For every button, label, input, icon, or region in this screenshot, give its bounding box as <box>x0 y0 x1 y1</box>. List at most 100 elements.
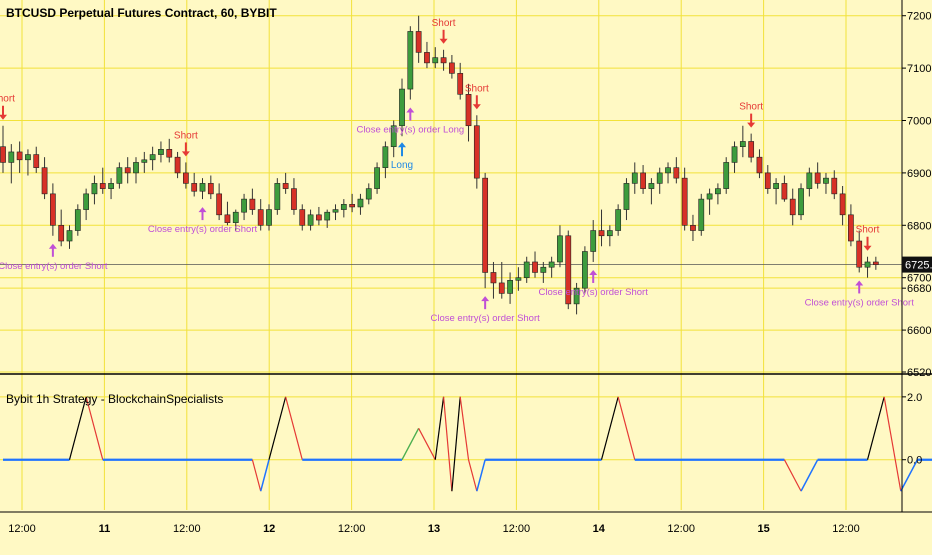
candle-body <box>241 198 247 213</box>
x-tick-label: 12:00 <box>503 523 531 535</box>
candle-body <box>207 183 214 195</box>
candle-body <box>507 280 513 294</box>
oscillator-segment <box>866 396 885 460</box>
candle-body <box>390 125 397 148</box>
candle-body <box>274 183 281 210</box>
candle-body <box>565 235 572 305</box>
oscillator-segment <box>68 396 87 460</box>
candle-body <box>748 141 755 158</box>
candle-body <box>183 172 189 184</box>
close-label: Close entry(s) order Short <box>430 313 540 324</box>
x-tick-label: 13 <box>428 523 440 535</box>
candle-body <box>615 209 622 231</box>
oscillator-segment <box>451 396 461 492</box>
close-label: Close entry(s) order Short <box>0 261 108 272</box>
oscillator-segment <box>783 459 802 492</box>
y-tick-label: 7100.0 <box>907 63 932 75</box>
short-label: Short <box>856 225 880 236</box>
x-tick-label: 12:00 <box>832 523 860 535</box>
candle-body <box>789 198 796 216</box>
candle-body <box>49 193 56 226</box>
x-tick-label: 15 <box>757 523 769 535</box>
candle-body <box>449 62 455 74</box>
candle-body <box>465 94 472 127</box>
candle-body <box>640 172 646 189</box>
close-label: Close entry(s) order Long <box>356 125 464 136</box>
short-arrow-head <box>863 245 872 251</box>
candle-body <box>407 31 414 90</box>
candle-body <box>357 198 364 208</box>
candle-body <box>823 177 829 184</box>
candle-body <box>739 141 746 148</box>
x-tick-label: 12:00 <box>338 523 366 535</box>
candle-body <box>41 167 48 195</box>
oscillator-segment <box>285 396 303 460</box>
candle-body <box>656 172 663 184</box>
annotation-layer: Short Close entry(s) order Short Short Clos… <box>0 18 914 324</box>
oscillator-segment <box>251 459 262 492</box>
candle-body <box>540 266 547 273</box>
candle-body <box>324 211 331 221</box>
candle-body <box>673 167 680 179</box>
y-tick-label: 6900.0 <box>907 168 932 180</box>
close-label: Close entry(s) order Short <box>148 224 258 235</box>
candle-body <box>116 167 123 184</box>
candle-body <box>473 125 480 179</box>
candle-body <box>706 193 713 200</box>
candle-body <box>108 183 114 189</box>
candle-body <box>814 172 821 184</box>
candle-body <box>382 146 389 168</box>
x-tick-label: 12:00 <box>8 523 36 535</box>
candle-body <box>83 193 90 210</box>
candle-body <box>498 282 505 294</box>
close-arrow-head <box>406 107 415 113</box>
long-label: Long <box>391 160 413 171</box>
y-tick-label: 7000.0 <box>907 116 932 128</box>
short-label: Short <box>0 94 15 105</box>
short-label: Short <box>432 18 456 29</box>
candle-body <box>307 214 314 226</box>
close-label: Close entry(s) order Short <box>539 287 649 298</box>
last-price-label: 6725.0 <box>905 260 932 272</box>
candle-body <box>848 214 854 242</box>
candle-body <box>25 154 31 161</box>
candle-body <box>124 167 131 174</box>
x-tick-label: 12 <box>263 523 275 535</box>
oscillator-segment <box>617 396 636 460</box>
oscillator-segment <box>476 459 486 492</box>
candle-body <box>756 156 763 174</box>
oscillator-segment <box>459 396 470 460</box>
osc-y-tick-label: 2.0 <box>907 392 922 404</box>
candle-body <box>856 240 863 268</box>
candle-body <box>33 154 40 168</box>
close-arrow-head <box>198 207 207 213</box>
y-tick-label: 7200.0 <box>907 11 932 23</box>
candle-body <box>232 211 239 223</box>
candle-body <box>216 193 223 216</box>
candle-body <box>432 57 439 64</box>
candle-body <box>557 235 563 263</box>
short-arrow-head <box>747 122 756 128</box>
candle-body <box>665 167 671 174</box>
candle-body <box>149 154 156 161</box>
candle-body <box>648 183 655 189</box>
candle-body <box>58 224 65 242</box>
x-tick-label: 12:00 <box>173 523 201 535</box>
candle-body <box>415 31 422 53</box>
candle-body <box>490 272 497 284</box>
close-arrow-head <box>855 280 864 286</box>
candle-body <box>158 149 164 155</box>
indicator-title: Bybit 1h Strategy - BlockchainSpecialist… <box>6 392 224 406</box>
axis-layer: 7200.0 7100.0 7000.0 6900.0 6800.0 6700.06680… <box>0 0 932 535</box>
short-arrow-head <box>181 151 190 157</box>
candle-body <box>440 57 447 64</box>
oscillator-segment <box>85 396 104 460</box>
candle-body <box>698 198 705 231</box>
candle-body <box>839 193 846 216</box>
candle-body <box>332 209 339 213</box>
x-tick-label: 11 <box>99 523 111 535</box>
candle-layer <box>0 15 879 315</box>
